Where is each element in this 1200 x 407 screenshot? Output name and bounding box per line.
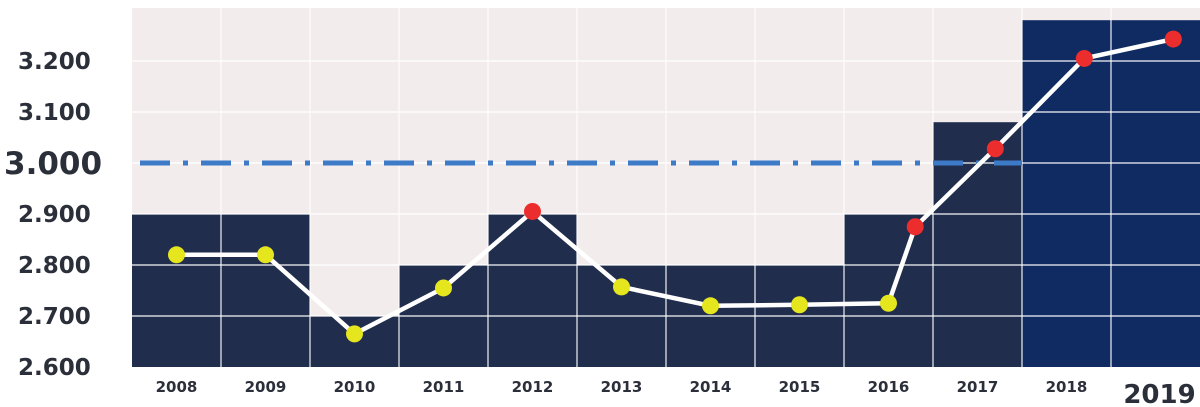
y-tick-label: 2.700	[18, 304, 91, 330]
x-tick-label: 2019	[1123, 380, 1195, 407]
data-point	[702, 297, 719, 315]
data-point	[986, 140, 1004, 158]
y-tick-label: 3.000	[4, 146, 102, 182]
y-tick-label: 2.800	[18, 253, 91, 279]
y-tick-label: 3.100	[18, 100, 91, 126]
x-tick-label: 2011	[423, 378, 465, 396]
data-point	[257, 246, 274, 264]
x-tick-label: 2014	[690, 378, 732, 396]
data-point	[435, 279, 452, 297]
x-tick-label: 2017	[957, 378, 999, 396]
x-tick-label: 2012	[512, 378, 554, 396]
y-tick-label: 3.200	[18, 49, 91, 75]
bar-2016	[844, 214, 933, 367]
bar-2018	[1022, 20, 1111, 367]
data-point	[524, 202, 541, 220]
series-points	[168, 30, 1182, 343]
y-tick-label: 2.600	[18, 355, 91, 381]
data-point	[1164, 30, 1182, 48]
bar-2009	[221, 214, 310, 367]
data-point	[906, 218, 924, 236]
x-tick-label: 2008	[156, 378, 198, 396]
y-tick-label: 2.900	[18, 202, 91, 228]
x-tick-label: 2015	[779, 378, 821, 396]
y-axis-ticks: 2.600 2.700 2.800 2.900 3.000 3.100 3.200	[4, 49, 102, 381]
data-point	[168, 246, 185, 264]
x-tick-label: 2016	[868, 378, 910, 396]
data-point	[791, 296, 808, 314]
grid	[132, 8, 1200, 367]
x-tick-label: 2018	[1046, 378, 1088, 396]
data-point	[1075, 49, 1093, 67]
x-tick-label: 2009	[245, 378, 287, 396]
x-axis-ticks: 2008 2009 2010 2011 2012 2013 2014 2015 2016 2017…	[156, 378, 1196, 407]
data-point	[613, 278, 630, 296]
bar-2019	[1111, 20, 1200, 367]
bar-2008	[132, 214, 221, 367]
x-tick-label: 2013	[601, 378, 643, 396]
data-point	[346, 325, 363, 343]
data-point	[880, 294, 897, 312]
bar-2017	[933, 122, 1022, 367]
x-tick-label: 2010	[334, 378, 376, 396]
